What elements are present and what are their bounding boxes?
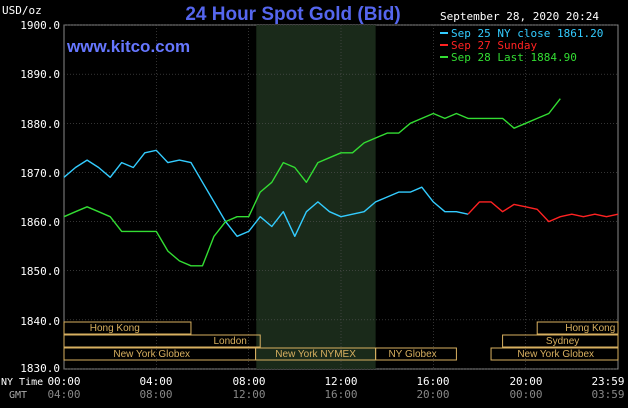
y-tick-label: 1890.0	[20, 68, 60, 81]
y-tick-label: 1870.0	[20, 167, 60, 180]
x-tick-ny: 04:00	[139, 375, 172, 388]
y-tick-label: 1850.0	[20, 265, 60, 278]
grid-lines	[64, 24, 618, 370]
market-hours-label: London	[214, 336, 247, 347]
y-tick-label: 1900.0	[20, 19, 60, 32]
market-hours-box	[502, 334, 619, 348]
series-line-1	[467, 201, 619, 223]
series-lines	[63, 98, 619, 267]
x-tick-gmt: 12:00	[232, 388, 265, 401]
legend-label-sep27: Sep 27 Sunday	[451, 39, 537, 52]
unit-label: USD/oz	[2, 4, 42, 17]
series-line-0	[63, 149, 469, 238]
ny-time-label: NY Time	[1, 377, 43, 388]
x-tick-ny: 20:00	[509, 375, 542, 388]
x-tick-ny: 12:00	[324, 375, 357, 388]
x-axis: NY Time GMT 00:00 04:00 08:00 12:00 16:0…	[1, 375, 625, 401]
y-tick-label: 1880.0	[20, 118, 60, 131]
watermark: www.kitco.com	[66, 37, 190, 56]
market-hours-box	[63, 321, 192, 335]
market-hours-box	[63, 334, 261, 348]
market-hours-label: NY Globex	[388, 349, 436, 360]
market-hours-label: New York Globex	[517, 349, 594, 360]
legend-label-sep25: Sep 25 NY close 1861.20	[451, 27, 603, 40]
market-hours-label: Sydney	[546, 336, 579, 347]
x-tick-gmt: 08:00	[139, 388, 172, 401]
x-tick-ny: 00:00	[47, 375, 80, 388]
x-tick-gmt: 03:59	[591, 388, 624, 401]
y-tick-label: 1840.0	[20, 315, 60, 328]
y-tick-label: 1830.0	[20, 362, 60, 375]
y-axis: 1900.0 1890.0 1880.0 1870.0 1860.0 1850.…	[20, 19, 60, 375]
x-tick-gmt: 04:00	[47, 388, 80, 401]
x-tick-ny: 16:00	[416, 375, 449, 388]
market-hours-label: New York Globex	[113, 349, 190, 360]
nymex-session-shade	[256, 25, 376, 369]
x-tick-ny: 08:00	[232, 375, 265, 388]
market-hours-box	[375, 347, 457, 361]
series-line-2	[63, 98, 561, 267]
date-label: September 28, 2020 20:24	[440, 10, 599, 23]
chart-title: 24 Hour Spot Gold (Bid)	[185, 4, 400, 25]
gmt-label: GMT	[9, 390, 27, 401]
market-hours-label: Hong Kong	[565, 323, 615, 334]
legend-label-sep28: Sep 28 Last 1884.90	[451, 51, 577, 64]
x-tick-gmt: 20:00	[416, 388, 449, 401]
market-hours-box	[536, 321, 619, 335]
market-hours-label: Hong Kong	[90, 323, 140, 334]
x-tick-gmt: 00:00	[509, 388, 542, 401]
market-hours-bars: Hong Kong Hong Kong London Sydney New York G…	[63, 321, 619, 361]
market-hours-label: New York NYMEX	[275, 349, 356, 360]
market-hours-box	[490, 347, 619, 361]
y-tick-label: 1860.0	[20, 216, 60, 229]
x-tick-gmt: 16:00	[324, 388, 357, 401]
x-tick-ny: 23:59	[591, 375, 624, 388]
legend: Sep 25 NY close 1861.20 Sep 27 Sunday Se…	[440, 27, 603, 64]
